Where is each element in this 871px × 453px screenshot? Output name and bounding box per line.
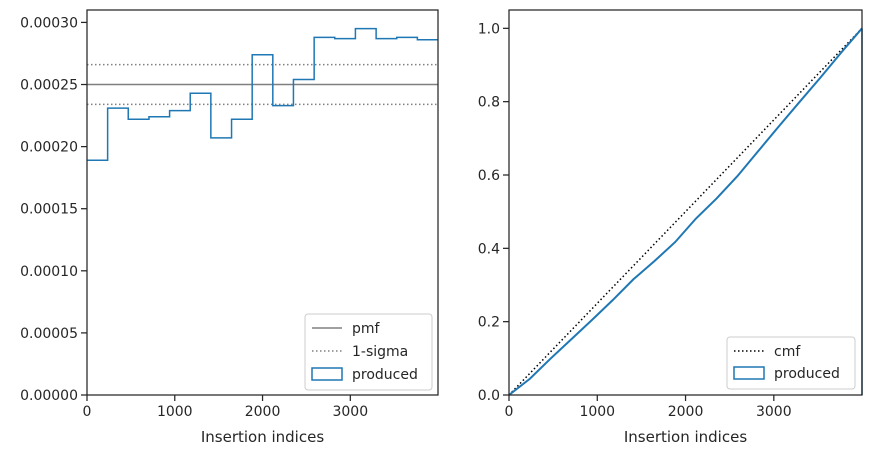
y-tick-label: 0.00005 [20,326,78,342]
cmf-line [508,27,863,396]
y-tick-label: 0.6 [478,168,500,184]
x-tick-label: 3000 [332,404,368,420]
x-tick-label: 2000 [668,404,704,420]
x-tick-label: 2000 [245,404,281,420]
x-tick-label: 1000 [579,404,615,420]
y-tick-label: 0.00015 [20,202,78,218]
y-tick-label: 0.00010 [20,264,78,280]
produced-step-line [87,27,438,162]
left-legend: pmf 1-sigma produced [304,313,433,391]
legend-produced-label: produced [352,367,418,383]
right-x-axis-label: Insertion indices [624,428,747,446]
right-plot-area [509,10,862,395]
left-plot-marks [87,27,438,162]
legend-box [726,336,856,390]
right-axes: 0 1000 2000 3000 0.0 0.2 0.4 0.6 0.8 1.0 [478,9,863,420]
legend-box [304,313,433,391]
left-x-axis-label: Insertion indices [201,428,324,446]
legend-produced-label: produced [774,366,840,382]
x-tick-label: 1000 [157,404,193,420]
legend-sigma-label: 1-sigma [352,344,408,360]
legend-produced-swatch [733,366,765,380]
left-chart-panel: 0 1000 2000 3000 0.00000 0.00005 0.00010 0.0001… [20,9,439,446]
y-tick-label: 0.00020 [20,140,78,156]
y-tick-label: 0.00000 [20,388,78,404]
x-tick-label: 0 [83,404,92,420]
right-chart-panel: 0 1000 2000 3000 0.0 0.2 0.4 0.6 0.8 1.0 Insertio… [478,9,863,446]
x-tick-label: 3000 [756,404,792,420]
y-tick-label: 0.2 [478,315,500,331]
left-axes: 0 1000 2000 3000 0.00000 0.00005 0.00010 0.0001… [20,9,439,420]
y-tick-label: 0.0 [478,388,500,404]
right-legend: cmf produced [726,336,856,390]
x-tick-label: 0 [505,404,514,420]
y-tick-label: 0.8 [478,95,500,111]
legend-pmf-label: pmf [352,321,381,337]
y-tick-label: 0.4 [478,241,500,257]
y-tick-label: 0.00025 [20,78,78,94]
y-tick-label: 1.0 [478,21,500,37]
y-tick-label: 0.00030 [20,15,78,31]
legend-cmf-label: cmf [774,344,801,360]
legend-produced-swatch [311,367,343,381]
produced-cumulative-line [508,27,863,396]
